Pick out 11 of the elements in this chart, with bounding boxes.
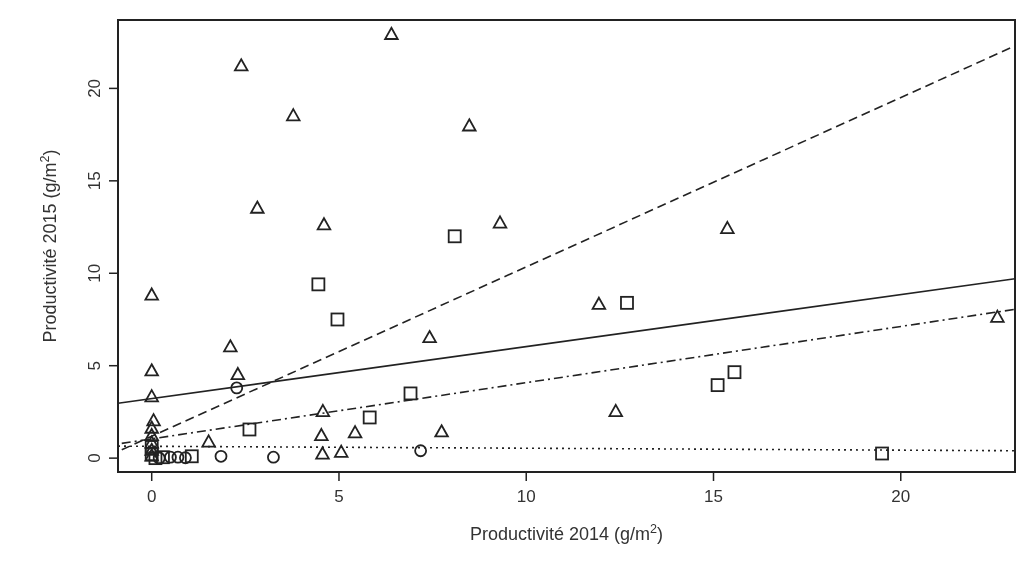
y-tick-label: 10 [85, 263, 104, 283]
x-tick-label: 20 [891, 487, 911, 506]
x-tick-label: 10 [516, 487, 536, 506]
y-tick-label: 20 [85, 78, 104, 98]
x-axis-title: Productivité 2014 (g/m$^{2}$) [469, 522, 664, 544]
x-tick-label: 0 [146, 487, 157, 506]
y-tick-label: 5 [85, 360, 104, 371]
y-tick-label: 15 [85, 171, 104, 191]
x-tick-label: 5 [334, 487, 344, 506]
y-tick-label: 0 [85, 453, 104, 463]
x-tick-label: 15 [704, 487, 723, 506]
